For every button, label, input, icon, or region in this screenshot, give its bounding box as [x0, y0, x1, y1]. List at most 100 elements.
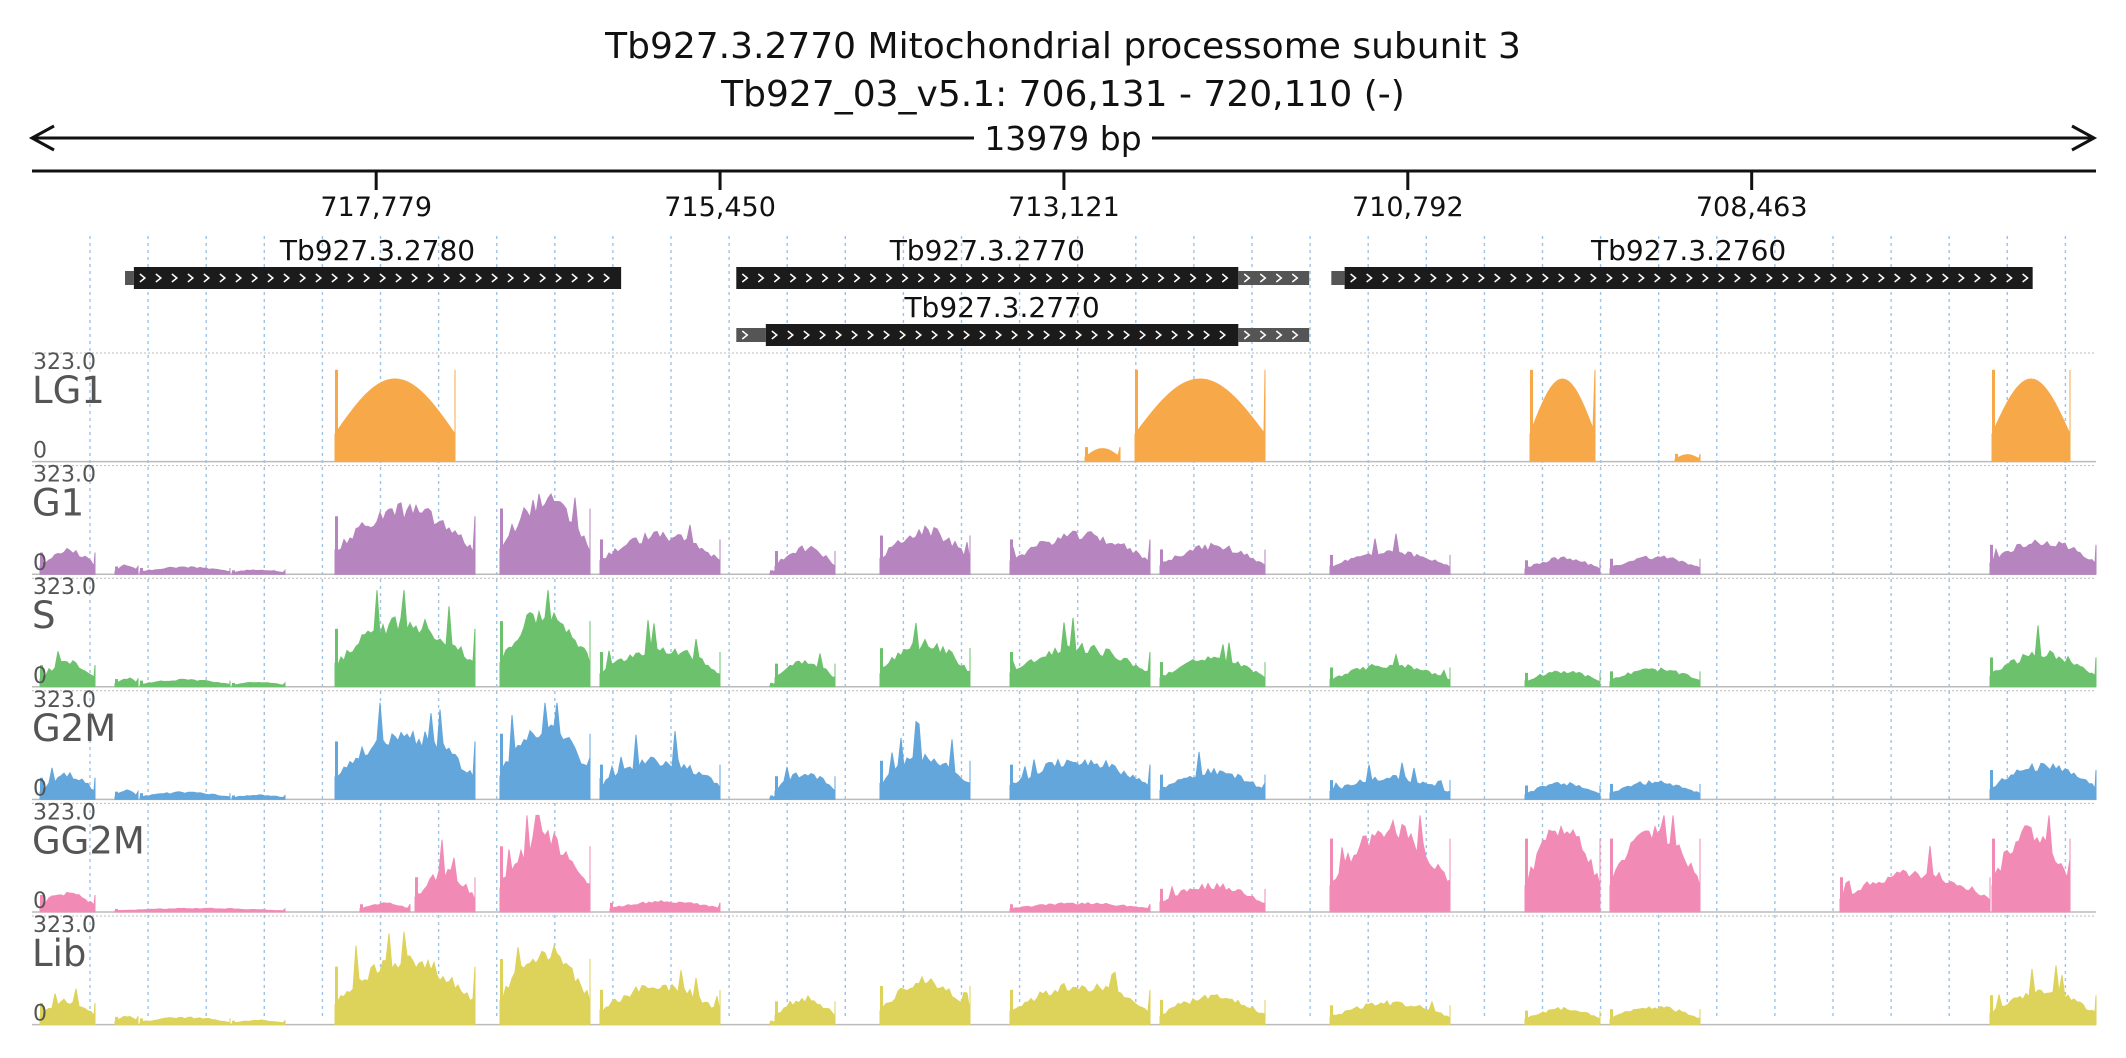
coverage-edge: [775, 776, 778, 800]
coverage-edge: [775, 551, 778, 575]
strand-arrow-icon: [979, 330, 987, 340]
coverage-edge: [40, 665, 43, 687]
strand-arrow-icon: [1878, 273, 1885, 283]
strand-arrow-icon: [1125, 273, 1133, 283]
coverage-edge: [1840, 877, 1843, 912]
strand-arrow-icon: [203, 273, 211, 283]
coverage-area: [774, 545, 836, 575]
coverage-area: [1159, 994, 1266, 1026]
gene-feature[interactable]: Tb927.3.2760: [1331, 234, 2033, 289]
coverage-edge: [770, 570, 773, 575]
strand-arrow-icon: [1766, 273, 1773, 283]
coverage-area: [1524, 556, 1601, 575]
track-max-label: 323.0: [33, 800, 96, 825]
coverage-area: [334, 702, 476, 800]
strand-arrow-icon: [853, 273, 861, 283]
coverage-area: [334, 502, 476, 575]
coverage-edge: [1610, 671, 1613, 687]
strand-arrow-icon: [899, 330, 907, 340]
coverage-edge: [500, 733, 503, 800]
track-max-label: 323.0: [33, 688, 96, 713]
strand-arrow-icon: [1382, 273, 1389, 283]
coverage-area: [114, 564, 139, 575]
track-name: LG1: [32, 369, 105, 412]
track-name: G1: [32, 482, 84, 525]
coverage-edge: [1160, 999, 1163, 1025]
coverage-area: [114, 789, 139, 800]
ruler-tick-label: 710,792: [1352, 192, 1464, 223]
strand-arrow-icon: [1093, 273, 1101, 283]
coverage-area: [879, 525, 971, 575]
strand-arrow-icon: [1414, 273, 1421, 283]
coverage-area: [599, 970, 721, 1026]
strand-arrow-icon: [1798, 273, 1805, 283]
strand-arrow-icon: [1157, 273, 1165, 283]
strand-arrow-icon: [1075, 330, 1083, 340]
strand-arrow-icon: [1958, 273, 1965, 283]
coverage-edge: [600, 989, 603, 1025]
coverage-area: [139, 678, 231, 688]
coverage-edge: [1990, 657, 1993, 687]
strand-arrow-icon: [1990, 273, 1997, 283]
strand-arrow-icon: [1221, 273, 1229, 283]
coverage-edge: [1010, 764, 1013, 800]
coverage-edge: [232, 795, 235, 800]
arrow-left-icon: [28, 124, 55, 152]
coverage-edge: [1992, 369, 1995, 462]
coverage-edge: [232, 1020, 235, 1025]
track-name: Lib: [32, 932, 86, 975]
strand-arrow-icon: [1243, 273, 1251, 283]
coverage-area: [1009, 758, 1151, 800]
coverage-edge: [1990, 770, 1993, 800]
strand-arrow-icon: [507, 273, 515, 283]
strand-arrow-icon: [283, 273, 291, 283]
strand-arrow-icon: [1123, 330, 1131, 340]
strand-arrow-icon: [1013, 273, 1021, 283]
coverage-edge: [140, 1018, 143, 1025]
coverage-area: [1159, 751, 1266, 800]
strand-arrow-icon: [363, 273, 371, 283]
utr-block: [125, 271, 134, 285]
strand-arrow-icon: [835, 330, 843, 340]
gene-feature[interactable]: Tb927.3.2770: [736, 234, 1310, 289]
strand-arrow-icon: [219, 273, 227, 283]
strand-arrow-icon: [347, 273, 355, 283]
coverage-edge: [115, 908, 118, 912]
coverage-edge: [1610, 558, 1613, 575]
gene-feature[interactable]: Tb927.3.2770: [736, 291, 1310, 346]
coverage-edge: [140, 793, 143, 800]
coverage-area: [1609, 1005, 1701, 1026]
utr-block: [1331, 271, 1345, 285]
coverage-edge: [1610, 838, 1613, 912]
strand-arrow-icon: [917, 273, 925, 283]
coverage-area: [1524, 824, 1601, 913]
coverage-edge: [600, 652, 603, 687]
strand-arrow-icon: [1109, 273, 1117, 283]
strand-arrow-icon: [787, 330, 795, 340]
gene-feature[interactable]: Tb927.3.2780: [125, 234, 622, 289]
coverage-area: [231, 681, 286, 688]
coverage-edge: [880, 648, 883, 687]
cds-block: [133, 267, 622, 289]
strand-arrow-icon: [741, 330, 749, 340]
gene-label: Tb927.3.2780: [279, 234, 475, 267]
track-max-label: 323.0: [33, 913, 96, 938]
coverage-edge: [1010, 539, 1013, 575]
span-arrow: [28, 124, 2098, 152]
strand-arrow-icon: [1846, 273, 1853, 283]
coverage-edge: [500, 846, 503, 912]
strand-arrow-icon: [1059, 330, 1067, 340]
coverage-edge: [1610, 783, 1613, 800]
coverage-edge: [1675, 453, 1678, 462]
strand-arrow-icon: [235, 273, 243, 283]
strand-arrow-icon: [555, 273, 563, 283]
strand-arrow-icon: [1045, 273, 1053, 283]
coverage-edge: [40, 894, 43, 912]
strand-arrow-icon: [1350, 273, 1357, 283]
coverage-area: [139, 566, 231, 575]
coverage-edge: [232, 682, 235, 687]
coverage-edge: [1010, 989, 1013, 1025]
coverage-area: [499, 702, 591, 800]
coverage-edge: [1525, 672, 1528, 687]
